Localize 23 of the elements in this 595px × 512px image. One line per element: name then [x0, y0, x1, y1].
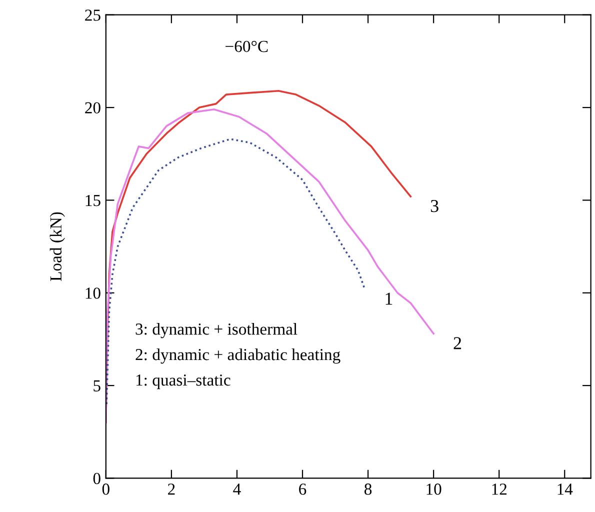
- x-tick-label: 4: [233, 484, 241, 495]
- y-tick-label: 25: [85, 10, 100, 21]
- annotation: 1: quasi–static: [136, 374, 230, 390]
- y-tick-label: 5: [94, 380, 100, 392]
- annotation: 2: dynamic + adiabatic heating: [136, 348, 340, 364]
- y-tick-label: 10: [86, 288, 100, 299]
- y-tick-label: 0: [93, 472, 100, 484]
- series-label: 1: [386, 292, 392, 305]
- x-tick-label: 12: [492, 484, 507, 495]
- y-axis-title: Load (kN): [50, 212, 65, 281]
- series-label: 2: [454, 337, 462, 350]
- x-tick-label: 14: [558, 484, 573, 495]
- y-tick-label: 20: [85, 102, 100, 114]
- x-tick-label: 10: [426, 484, 442, 495]
- x-tick-label: 0: [102, 484, 110, 495]
- annotation: −60°C: [226, 40, 268, 52]
- x-tick-label: 6: [299, 484, 306, 495]
- x-tick-label: 2: [168, 484, 175, 495]
- x-tick-label: 8: [364, 484, 372, 495]
- line-series: [106, 138, 366, 405]
- annotation: 3: dynamic + isothermal: [136, 323, 298, 338]
- series-label: 3: [430, 200, 438, 212]
- y-tick-label: 15: [86, 194, 100, 206]
